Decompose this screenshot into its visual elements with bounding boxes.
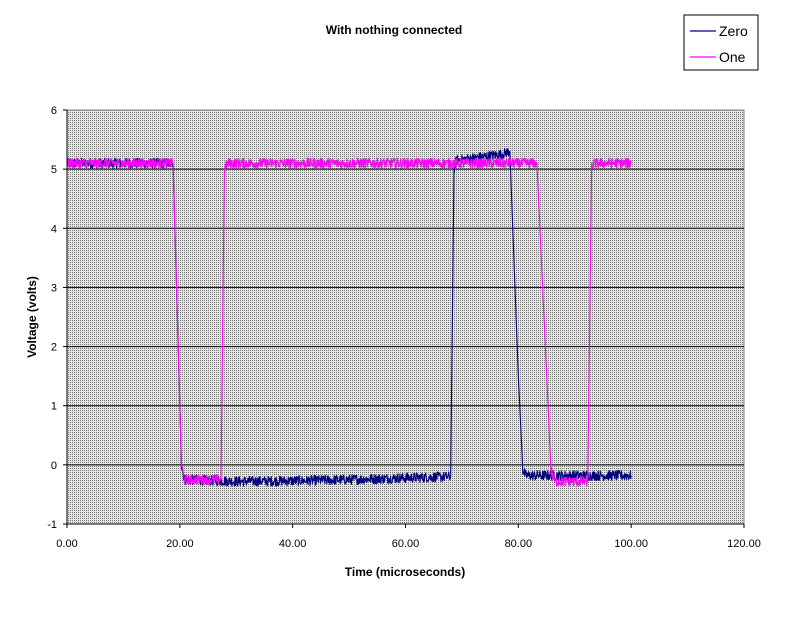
x-tick-label: 0.00 xyxy=(56,538,77,550)
y-tick-label: 4 xyxy=(51,223,57,235)
legend-label-one: One xyxy=(719,49,746,65)
y-tick-label: 6 xyxy=(51,105,57,117)
x-tick-label: 80.00 xyxy=(505,538,533,550)
legend-label-zero: Zero xyxy=(719,23,748,39)
axes xyxy=(63,109,745,528)
x-tick-label: 120.00 xyxy=(727,538,761,550)
x-tick-label: 100.00 xyxy=(614,538,648,550)
legend-box xyxy=(683,14,759,71)
legend: Zero One xyxy=(683,14,759,71)
y-tick-label: -1 xyxy=(47,519,57,531)
x-tick-label: 60.00 xyxy=(392,538,420,550)
y-tick-label: 1 xyxy=(51,401,57,413)
y-tick-label: 5 xyxy=(51,164,57,176)
y-tick-label: 0 xyxy=(51,460,57,472)
series-layer xyxy=(66,148,632,487)
x-tick-label: 40.00 xyxy=(279,538,307,550)
y-tick-label: 3 xyxy=(51,282,57,294)
plot-area xyxy=(66,109,745,525)
x-axis-label: Time (microseconds) xyxy=(345,565,465,579)
y-axis-label: Voltage (volts) xyxy=(25,276,39,358)
chart-title: With nothing connected xyxy=(326,23,463,37)
series-line-one xyxy=(66,157,632,487)
y-tick-label: 2 xyxy=(51,342,57,354)
x-tick-label: 20.00 xyxy=(166,538,194,550)
